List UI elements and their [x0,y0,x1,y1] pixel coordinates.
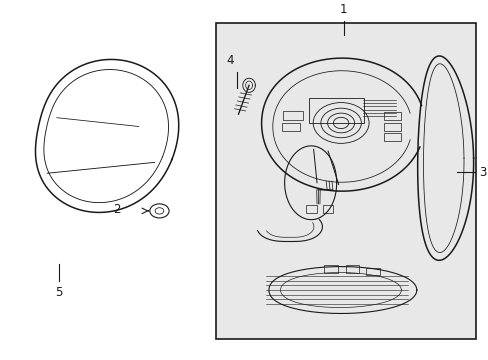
Bar [323,205,332,213]
Text: 1: 1 [339,3,346,17]
Bar [384,112,401,120]
Bar [215,23,475,339]
Bar [345,265,359,273]
Bar [308,98,364,123]
Bar [283,111,302,120]
Bar [306,205,316,213]
Bar [384,133,401,140]
Bar [366,267,379,275]
Bar [384,123,401,131]
Text: 3: 3 [478,166,486,179]
Text: 5: 5 [56,286,63,299]
Text: 4: 4 [226,54,234,67]
Bar [324,265,337,273]
Bar [281,123,300,131]
Text: 2: 2 [113,203,121,216]
